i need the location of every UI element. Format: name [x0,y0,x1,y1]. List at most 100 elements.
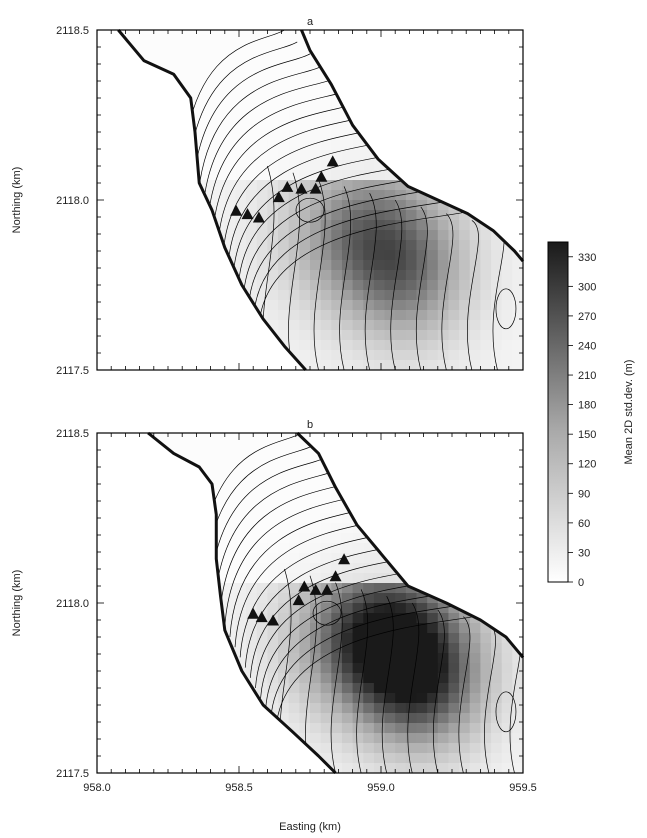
heatmap-cell [171,583,183,594]
heatmap-cell [182,330,194,341]
heatmap-cell [310,713,322,724]
heatmap-cell [427,140,439,151]
heatmap-cell [108,733,119,744]
heatmap-cell [352,310,364,321]
heatmap-cell [437,463,450,474]
heatmap-cell [118,633,129,644]
heatmap-cell [501,200,513,211]
heatmap-cell [310,310,322,321]
heatmap-cell [427,483,439,494]
heatmap-cell [491,643,503,654]
heatmap-cell [214,70,226,81]
heatmap-cell [491,523,503,534]
heatmap-cell [171,300,183,311]
heatmap-cell [405,230,418,241]
heatmap-cell [491,180,503,191]
heatmap-cell [448,513,460,524]
heatmap-cell [395,713,407,724]
heatmap-cell [437,583,450,594]
heatmap-cell [192,523,205,534]
heatmap-cell [427,150,439,161]
heatmap-cell [224,360,237,370]
heatmap-cell [128,70,141,81]
heatmap-cell [320,753,332,764]
heatmap-cell [118,80,130,91]
heatmap-cell [299,80,311,91]
heatmap-cell [192,70,205,81]
heatmap-cell [288,90,300,101]
heatmap-cell [97,483,108,494]
heatmap-cell [278,753,290,764]
heatmap-cell [363,190,375,201]
heatmap-cell [160,683,173,694]
heatmap-cell [97,290,108,301]
heatmap-cell [437,563,450,574]
heatmap-cell [150,30,162,41]
heatmap-cell [395,723,407,734]
heatmap-cell [288,340,300,351]
heatmap-cell [395,150,407,161]
heatmap-cell [235,350,247,361]
heatmap-cell [150,160,162,171]
heatmap-cell [214,523,226,534]
heatmap-cell [416,653,428,664]
heatmap-cell [320,90,332,101]
heatmap-cell [160,513,173,524]
heatmap-cell [480,573,492,584]
heatmap-cell [416,360,428,370]
heatmap-cell [150,140,162,151]
heatmap-cell [150,503,162,514]
heatmap-cell [192,493,205,504]
heatmap-cell [246,643,258,654]
heatmap-cell [480,743,492,754]
heatmap-cell [203,310,215,321]
heatmap-cell [182,140,194,151]
heatmap-cell [288,110,300,121]
heatmap-cell [267,140,279,151]
heatmap-cell [192,743,205,754]
heatmap-cell [512,473,523,484]
heatmap-cell [150,360,162,370]
heatmap-cell [491,250,503,261]
heatmap-cell [331,110,343,121]
heatmap-cell [171,190,183,201]
heatmap-cell [214,473,226,484]
heatmap-cell [150,683,162,694]
heatmap-cell [118,663,129,674]
heatmap-cell [427,120,439,131]
heatmap-cell [469,633,481,644]
heatmap-cell [108,693,119,704]
heatmap-cell [288,643,300,654]
heatmap-cell [256,733,268,744]
heatmap-cell [448,280,460,291]
heatmap-cell [405,110,418,121]
heatmap-cell [224,703,237,714]
heatmap-cell [118,190,130,201]
heatmap-cell [395,70,407,81]
heatmap-cell [352,583,364,594]
heatmap-cell [267,310,279,321]
heatmap-cell [320,30,332,41]
heatmap-cell [203,643,215,654]
heatmap-cell [214,653,226,664]
heatmap-cell [352,30,364,41]
heatmap-cell [512,330,524,341]
x-axis-label: Easting (km) [279,821,341,833]
heatmap-cell [118,40,119,51]
heatmap-cell [405,210,418,221]
heatmap-cell [118,683,129,694]
heatmap-cell [373,523,386,534]
heatmap-cell [491,723,503,734]
heatmap-cell [288,290,300,301]
heatmap-cell [203,623,215,634]
heatmap-cell [416,763,428,773]
heatmap-cell [459,583,471,594]
heatmap-cell [405,713,418,724]
heatmap-cell [416,743,428,754]
heatmap-cell [192,310,205,321]
heatmap-cell [171,250,183,261]
heatmap-cell [128,60,141,71]
heatmap-cell [256,433,268,444]
heatmap-cell [320,250,332,261]
heatmap-cell [192,290,205,301]
